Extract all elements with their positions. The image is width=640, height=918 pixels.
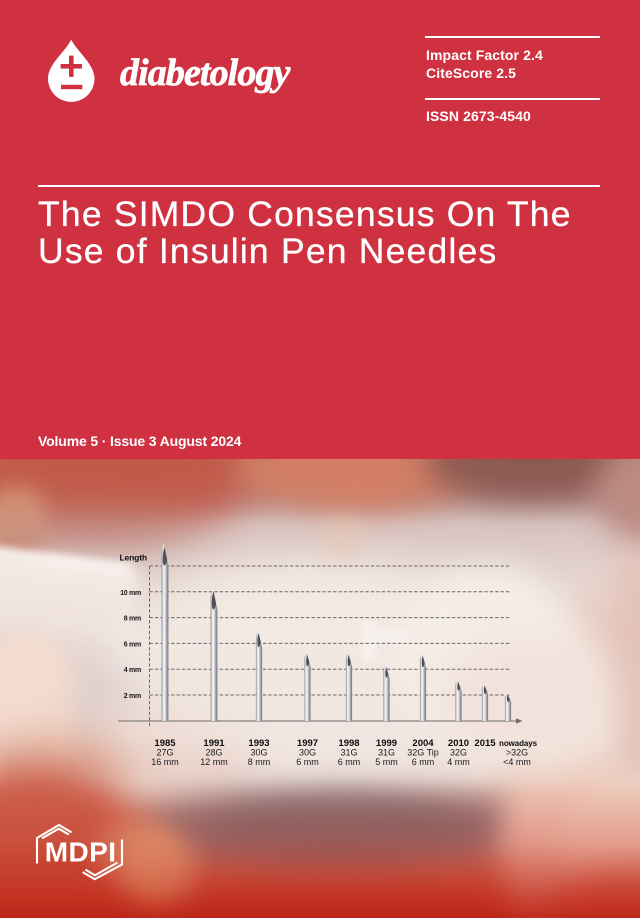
svg-text:31G: 31G xyxy=(378,748,395,758)
svg-text:MDPI: MDPI xyxy=(45,836,117,867)
svg-text:Length: Length xyxy=(120,553,147,563)
svg-text:1997: 1997 xyxy=(297,738,318,749)
svg-text:1985: 1985 xyxy=(154,738,176,749)
svg-text:8 mm: 8 mm xyxy=(248,757,271,767)
svg-text:12 mm: 12 mm xyxy=(200,757,228,767)
svg-text:4 mm: 4 mm xyxy=(124,667,141,674)
svg-text:6 mm: 6 mm xyxy=(412,757,435,767)
svg-text:16 mm: 16 mm xyxy=(151,757,179,767)
svg-text:6 mm: 6 mm xyxy=(338,757,361,767)
svg-text:6 mm: 6 mm xyxy=(296,757,319,767)
svg-text:4 mm: 4 mm xyxy=(447,757,470,767)
svg-text:30G: 30G xyxy=(250,748,267,758)
svg-text:nowadays: nowadays xyxy=(499,739,538,748)
svg-text:28G: 28G xyxy=(205,748,222,758)
svg-text:5 mm: 5 mm xyxy=(375,757,398,767)
svg-text:2 mm: 2 mm xyxy=(124,693,141,700)
svg-text:>32G: >32G xyxy=(506,748,528,758)
svg-text:8 mm: 8 mm xyxy=(124,616,141,623)
svg-text:2004: 2004 xyxy=(412,738,434,749)
svg-text:6 mm: 6 mm xyxy=(124,641,141,648)
svg-text:32G: 32G xyxy=(450,748,467,758)
svg-text:2010: 2010 xyxy=(448,738,469,749)
svg-text:31G: 31G xyxy=(340,748,357,758)
svg-text:1991: 1991 xyxy=(203,738,225,749)
svg-text:2015: 2015 xyxy=(474,738,496,749)
svg-text:32G Tip: 32G Tip xyxy=(407,748,439,758)
svg-text:10 mm: 10 mm xyxy=(120,590,141,597)
svg-text:27G: 27G xyxy=(156,748,173,758)
svg-text:30G: 30G xyxy=(299,748,316,758)
svg-text:1999: 1999 xyxy=(376,738,397,749)
svg-text:1998: 1998 xyxy=(338,738,359,749)
svg-text:1993: 1993 xyxy=(248,738,269,749)
svg-text:<4 mm: <4 mm xyxy=(503,757,531,767)
